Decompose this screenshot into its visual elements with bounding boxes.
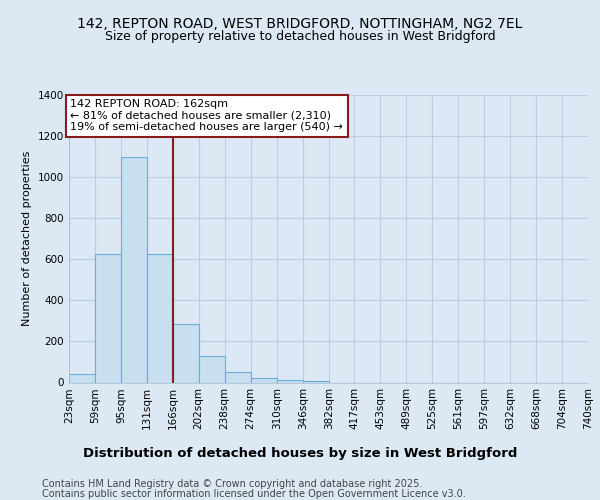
Bar [95, 254, 121, 382]
Text: Contains HM Land Registry data © Crown copyright and database right 2025.: Contains HM Land Registry data © Crown c… [42, 479, 422, 489]
Bar [147, 254, 173, 382]
Bar [277, 380, 303, 382]
Bar [199, 356, 224, 382]
Bar [224, 372, 251, 382]
Text: Distribution of detached houses by size in West Bridgford: Distribution of detached houses by size … [83, 448, 517, 460]
Text: 142, REPTON ROAD, WEST BRIDGFORD, NOTTINGHAM, NG2 7EL: 142, REPTON ROAD, WEST BRIDGFORD, NOTTIN… [77, 18, 523, 32]
Y-axis label: Number of detached properties: Number of detached properties [22, 151, 32, 326]
Text: 142 REPTON ROAD: 162sqm
← 81% of detached houses are smaller (2,310)
19% of semi: 142 REPTON ROAD: 162sqm ← 81% of detache… [70, 99, 343, 132]
Bar [251, 378, 277, 382]
Bar [121, 156, 147, 382]
Text: Size of property relative to detached houses in West Bridgford: Size of property relative to detached ho… [104, 30, 496, 43]
Text: Contains public sector information licensed under the Open Government Licence v3: Contains public sector information licen… [42, 489, 466, 499]
Bar [173, 324, 199, 382]
Bar [69, 374, 95, 382]
